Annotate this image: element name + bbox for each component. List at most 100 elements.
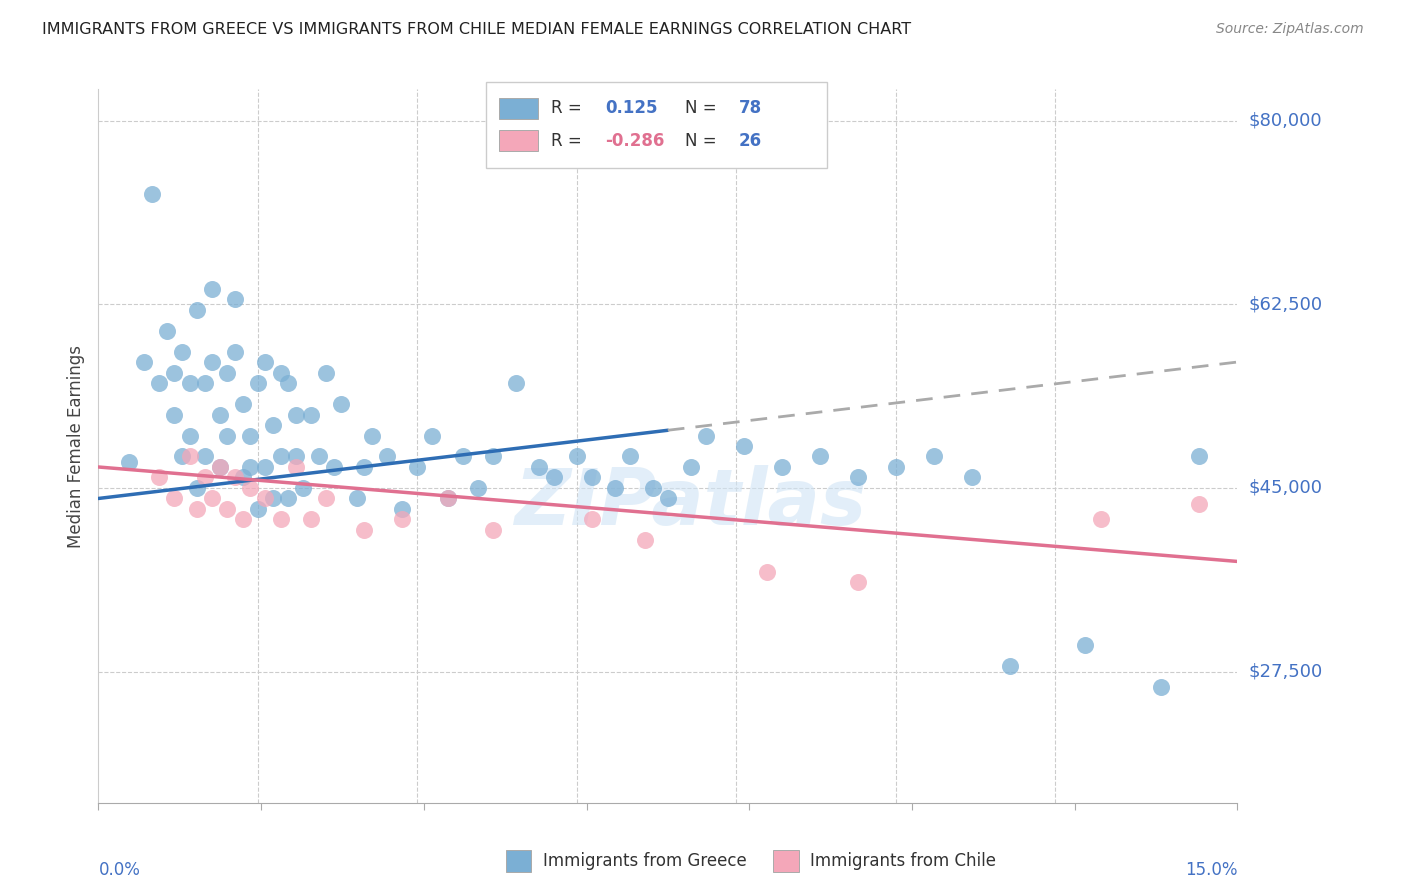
- Point: [315, 491, 337, 506]
- Point: [391, 512, 413, 526]
- Point: [1188, 450, 1211, 464]
- Point: [239, 481, 262, 495]
- Point: [346, 491, 368, 506]
- Point: [884, 460, 907, 475]
- FancyBboxPatch shape: [499, 98, 538, 120]
- Point: [170, 450, 193, 464]
- Point: [406, 460, 429, 475]
- Point: [277, 376, 299, 390]
- Point: [118, 455, 141, 469]
- Point: [170, 344, 193, 359]
- Point: [482, 523, 505, 537]
- Point: [360, 428, 382, 442]
- Point: [641, 481, 664, 495]
- Point: [353, 523, 375, 537]
- Point: [262, 491, 284, 506]
- Point: [270, 366, 292, 380]
- Point: [299, 408, 322, 422]
- Point: [755, 565, 778, 579]
- Point: [208, 460, 231, 475]
- Text: R =: R =: [551, 132, 581, 150]
- Point: [467, 481, 489, 495]
- Point: [163, 408, 186, 422]
- Point: [308, 450, 330, 464]
- Text: ZIPatlas: ZIPatlas: [515, 465, 866, 541]
- Point: [808, 450, 831, 464]
- Point: [733, 439, 755, 453]
- Point: [246, 502, 269, 516]
- Point: [391, 502, 413, 516]
- Text: $45,000: $45,000: [1249, 479, 1323, 497]
- Text: Immigrants from Greece: Immigrants from Greece: [543, 852, 747, 870]
- Text: $80,000: $80,000: [1249, 112, 1322, 129]
- Text: IMMIGRANTS FROM GREECE VS IMMIGRANTS FROM CHILE MEDIAN FEMALE EARNINGS CORRELATI: IMMIGRANTS FROM GREECE VS IMMIGRANTS FRO…: [42, 22, 911, 37]
- Point: [232, 397, 254, 411]
- Point: [179, 376, 201, 390]
- Point: [619, 450, 641, 464]
- Point: [201, 491, 224, 506]
- Point: [246, 376, 269, 390]
- Point: [634, 533, 657, 548]
- Point: [315, 366, 337, 380]
- Point: [1090, 512, 1112, 526]
- Point: [163, 366, 186, 380]
- Point: [960, 470, 983, 484]
- Point: [239, 460, 262, 475]
- Point: [254, 460, 277, 475]
- Point: [208, 460, 231, 475]
- Point: [846, 470, 869, 484]
- FancyBboxPatch shape: [499, 130, 538, 152]
- Point: [194, 376, 217, 390]
- Point: [217, 366, 239, 380]
- Point: [679, 460, 702, 475]
- Point: [194, 470, 217, 484]
- Point: [132, 355, 155, 369]
- Point: [186, 481, 208, 495]
- Point: [224, 292, 246, 306]
- Point: [482, 450, 505, 464]
- Point: [375, 450, 398, 464]
- Point: [436, 491, 458, 506]
- Point: [922, 450, 945, 464]
- Point: [254, 491, 277, 506]
- Point: [998, 659, 1021, 673]
- Point: [451, 450, 474, 464]
- Point: [179, 428, 201, 442]
- Point: [186, 502, 208, 516]
- Text: 26: 26: [738, 132, 762, 150]
- Point: [277, 491, 299, 506]
- Point: [581, 512, 603, 526]
- Point: [846, 575, 869, 590]
- Point: [201, 355, 224, 369]
- Point: [527, 460, 550, 475]
- Point: [201, 282, 224, 296]
- Point: [163, 491, 186, 506]
- Point: [224, 470, 246, 484]
- Text: $27,500: $27,500: [1249, 663, 1323, 681]
- Point: [299, 512, 322, 526]
- Point: [232, 512, 254, 526]
- Text: 0.125: 0.125: [605, 100, 658, 118]
- Text: -0.286: -0.286: [605, 132, 665, 150]
- Point: [603, 481, 626, 495]
- Point: [422, 428, 444, 442]
- Point: [254, 355, 277, 369]
- Point: [1150, 681, 1173, 695]
- Point: [156, 324, 179, 338]
- Point: [270, 512, 292, 526]
- Point: [770, 460, 793, 475]
- Point: [543, 470, 565, 484]
- Point: [224, 344, 246, 359]
- Y-axis label: Median Female Earnings: Median Female Earnings: [66, 344, 84, 548]
- Point: [322, 460, 344, 475]
- Point: [695, 428, 717, 442]
- Text: Source: ZipAtlas.com: Source: ZipAtlas.com: [1216, 22, 1364, 37]
- Text: R =: R =: [551, 100, 581, 118]
- Point: [239, 428, 262, 442]
- Text: N =: N =: [685, 132, 717, 150]
- FancyBboxPatch shape: [485, 82, 827, 168]
- Point: [565, 450, 588, 464]
- Point: [581, 470, 603, 484]
- Point: [284, 460, 307, 475]
- Point: [330, 397, 353, 411]
